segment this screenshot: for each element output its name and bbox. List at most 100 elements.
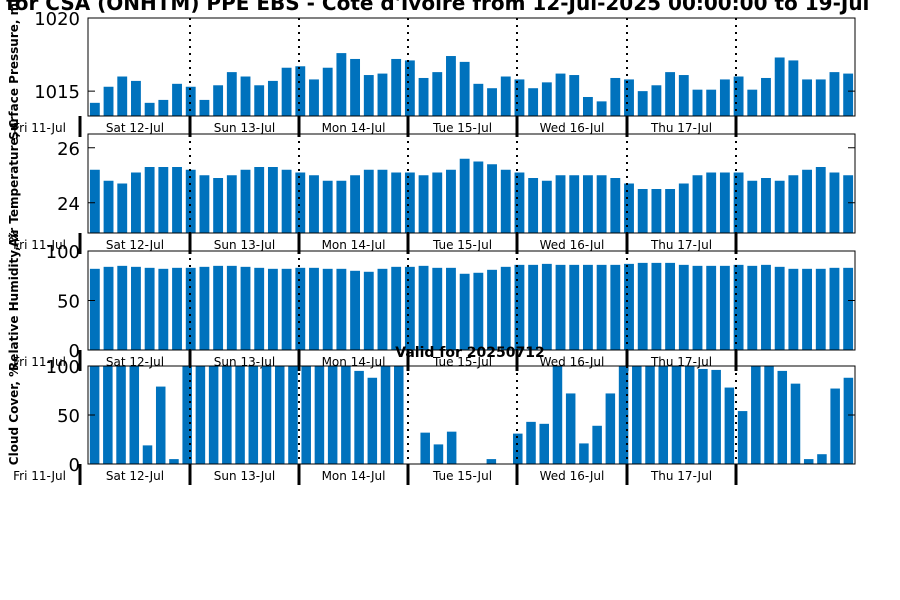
bar-2-3 [117,183,128,233]
bar-1-11 [226,72,237,116]
bar-3-3 [117,265,128,350]
bar-2-47 [719,172,730,233]
bar-3-38 [596,264,607,350]
bar-3-46 [706,265,717,350]
bar-3-4 [131,266,141,350]
xtick-label-4-6: Thu 17-Jul [650,469,712,483]
bar-3-32 [514,264,525,350]
bar-4-8 [182,366,192,464]
bar-2-41 [637,189,648,233]
bar-3-16 [295,267,306,350]
bar-3-12 [240,266,251,350]
xtick-label-1-3: Mon 14-Jul [322,121,386,135]
ylabel-3: Relative Humidity, % [7,230,21,371]
xtick-label-1-5: Wed 16-Jul [540,121,605,135]
bar-2-2 [103,180,114,233]
bar-2-52 [788,175,799,233]
bar-1-43 [665,72,676,116]
xtick-label-2-2: Sun 13-Jul [214,238,275,252]
bar-4-53 [777,370,788,464]
bar-1-3 [117,76,128,116]
bar-2-29 [473,161,484,233]
xtick-label-4-4: Tue 15-Jul [432,469,492,483]
bar-4-48 [711,369,721,464]
ytick-label-2-0: 24 [57,194,80,215]
bar-4-47 [698,368,708,464]
ytick-label-1-1: 1020 [34,9,80,30]
bar-1-52 [788,60,799,116]
bar-3-49 [747,265,758,350]
bar-4-6 [155,386,166,464]
bar-4-55 [803,459,814,464]
ylabel-2: Air Temperature, C [7,120,21,248]
bar-4-39 [592,425,602,464]
bar-4-28 [446,431,457,464]
xtick-label-2-3: Mon 14-Jul [322,238,386,252]
bar-1-46 [706,89,717,116]
bar-1-54 [815,79,826,116]
bar-2-49 [747,180,758,233]
bar-2-35 [555,175,566,233]
xtick-label-1-6: Thu 17-Jul [650,121,712,135]
bar-3-2 [103,266,114,350]
bar-2-43 [665,189,676,233]
bar-3-53 [802,268,812,350]
bar-1-36 [569,75,580,116]
xtick-label-1-0: Fri 11-Jul [13,121,66,135]
bar-3-54 [815,268,826,350]
bar-1-7 [172,83,182,116]
bar-4-5 [142,445,153,464]
xtick-label-2-6: Thu 17-Jul [650,238,712,252]
bar-4-46 [684,366,695,464]
bar-1-30 [487,88,497,116]
bar-4-12 [235,366,245,464]
xtick-label-4-1: Sat 12-Jul [106,469,164,483]
bar-2-14 [267,167,278,233]
bar-2-15 [281,169,292,233]
bar-2-51 [774,180,785,233]
bar-3-34 [541,263,552,350]
bar-1-34 [541,82,552,116]
bar-1-25 [418,77,429,116]
bar-2-22 [377,169,388,233]
bar-4-42 [632,366,642,464]
bar-2-48 [733,172,744,233]
ytick-label-3-2: 100 [46,242,80,263]
bar-3-39 [610,264,621,350]
bar-2-39 [610,178,621,233]
bar-4-20 [341,366,351,464]
bar-2-46 [706,172,717,233]
bar-2-53 [802,169,812,233]
bar-3-51 [774,266,785,350]
bar-3-37 [582,264,593,350]
bar-3-7 [172,267,182,350]
bar-3-1 [89,268,100,350]
bar-3-24 [404,266,415,350]
bar-1-38 [596,101,607,116]
xtick-label-4-5: Wed 16-Jul [540,469,605,483]
bar-2-32 [514,172,525,233]
bar-1-14 [267,80,278,116]
bar-3-9 [199,266,210,350]
bar-2-6 [158,167,169,233]
bar-2-56 [843,175,854,233]
bar-2-5 [144,167,155,233]
bar-4-44 [658,366,669,464]
bar-4-49 [724,387,735,464]
xtick-label-4-2: Sun 13-Jul [214,469,275,483]
bar-1-47 [719,79,730,116]
bar-2-21 [363,169,374,233]
bar-4-36 [552,366,563,464]
bar-2-12 [240,169,251,233]
bar-1-18 [322,67,333,116]
axes-box-1 [87,17,856,117]
bar-3-42 [651,262,662,350]
ytick-label-4-0: 0 [69,455,80,476]
bar-4-7 [169,459,179,464]
bar-3-33 [528,264,539,350]
bar-3-13 [254,267,265,350]
xtick-label-3-0: Fri 11-Jul [13,355,66,369]
bar-1-27 [446,56,456,116]
bar-2-7 [172,167,182,233]
